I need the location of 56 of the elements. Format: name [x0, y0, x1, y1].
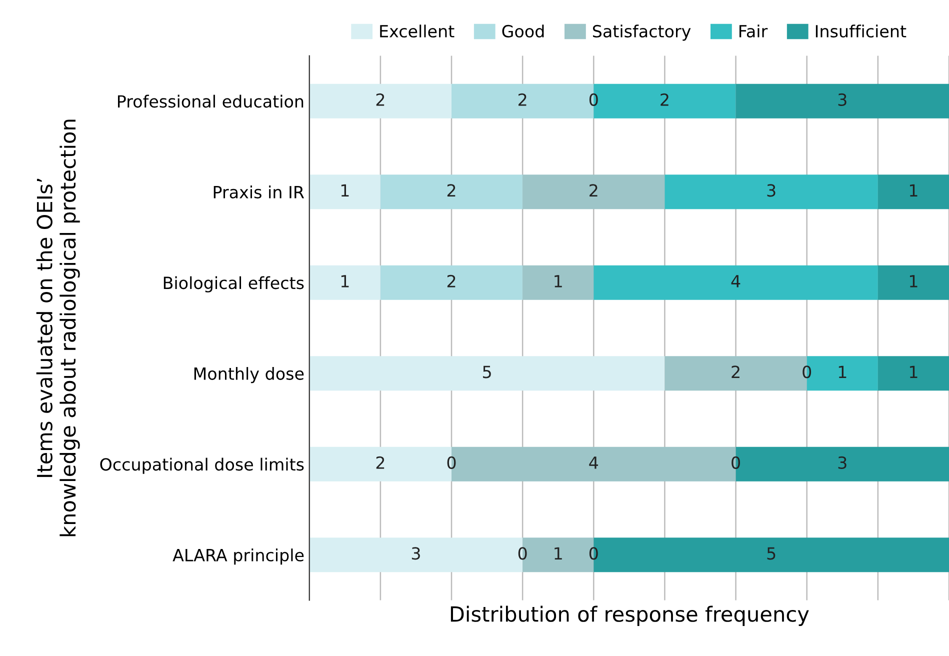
bar	[522, 265, 594, 300]
data-label: 1	[910, 184, 918, 196]
data-label: 2	[376, 456, 384, 469]
bar	[664, 174, 878, 210]
y-tick-label: Biological effects	[164, 276, 304, 292]
annotation: 0	[732, 456, 740, 469]
bar	[309, 265, 380, 300]
data-label: 2	[590, 184, 598, 196]
bar	[309, 174, 380, 210]
data-label: 1	[341, 184, 349, 196]
data-label: 3	[412, 547, 420, 560]
x-axis-title: Distribution of response frequency	[450, 606, 809, 626]
data-label: 2	[660, 93, 668, 106]
data-label: 3	[838, 93, 846, 106]
y-tick-label: Praxis in IR	[214, 186, 304, 198]
data-label: 5	[483, 366, 491, 378]
data-label: 1	[910, 275, 918, 288]
bar	[380, 265, 523, 300]
data-label: 2	[447, 184, 456, 196]
annotation: 0	[589, 93, 598, 106]
y-tick-label: Monthly dose	[194, 367, 304, 384]
y-axis-title: Items evaluated on the OEIs’ knowledge about radiological protection	[36, 120, 80, 536]
bar	[594, 265, 878, 300]
bar	[878, 265, 949, 300]
data-label: 4	[589, 456, 598, 469]
data-label: 4	[731, 275, 740, 288]
bar	[309, 84, 452, 118]
y-tick-label: Occupational dose limits	[100, 458, 304, 474]
data-label: 1	[341, 275, 349, 288]
bar	[736, 84, 949, 118]
data-label: 2	[447, 274, 456, 288]
y-tick-label: Professional education	[118, 94, 304, 108]
bar	[878, 356, 949, 391]
annotation: 0	[518, 547, 527, 560]
data-label: 5	[767, 547, 776, 560]
legend-label: Satisfactory	[592, 24, 691, 41]
bar	[309, 356, 665, 391]
legend-label: Insufficient	[816, 24, 906, 38]
data-label: 1	[838, 366, 846, 378]
annotation: 0	[447, 456, 456, 469]
data-label: 2	[732, 366, 740, 378]
data-label: 2	[376, 93, 384, 106]
legend-label: Good	[502, 24, 544, 38]
data-label: 1	[554, 275, 562, 288]
data-label: 1	[910, 366, 918, 378]
legend-label: Excellent	[380, 24, 454, 38]
bar	[522, 174, 665, 210]
annotation: 0	[802, 366, 812, 378]
bar	[380, 174, 523, 210]
data-label: 3	[838, 456, 846, 469]
data-label: 1	[554, 547, 562, 560]
y-tick-label: ALARA principle	[172, 548, 304, 565]
data-label: 2	[518, 93, 526, 106]
legend-label: Fair	[740, 24, 768, 38]
data-label: 3	[767, 184, 776, 197]
bar	[878, 174, 949, 210]
